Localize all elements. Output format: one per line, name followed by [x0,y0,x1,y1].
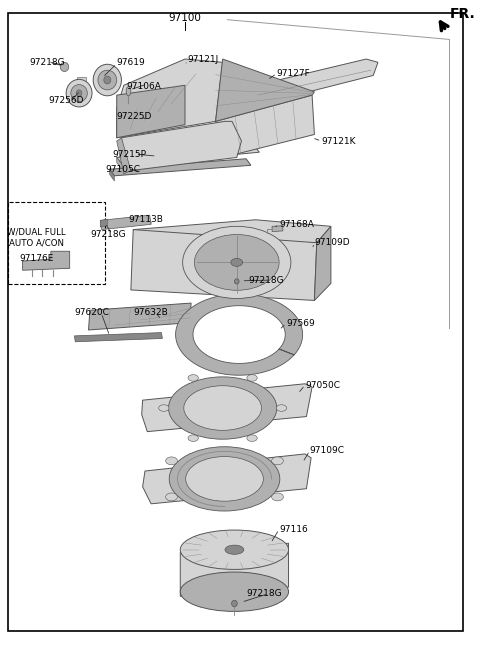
Text: 97168A: 97168A [279,220,314,229]
Polygon shape [117,157,123,171]
Ellipse shape [231,258,243,266]
Polygon shape [117,144,259,165]
Polygon shape [109,159,251,176]
Ellipse shape [169,447,280,511]
Ellipse shape [186,457,264,501]
Text: 97218G: 97218G [249,276,284,285]
Text: 97113B: 97113B [129,215,163,224]
Text: FR.: FR. [449,7,475,22]
Text: 97109D: 97109D [314,238,350,247]
Polygon shape [100,215,151,230]
Polygon shape [314,226,331,300]
Polygon shape [23,251,70,270]
Ellipse shape [272,457,283,465]
Polygon shape [88,303,191,330]
Polygon shape [176,294,302,375]
Polygon shape [272,226,283,232]
Ellipse shape [180,572,288,611]
Ellipse shape [180,530,288,569]
Text: 97121K: 97121K [322,136,356,146]
Ellipse shape [247,435,257,441]
Polygon shape [143,454,311,504]
Ellipse shape [184,386,262,430]
Ellipse shape [66,79,92,107]
Text: 97256D: 97256D [48,96,84,105]
Ellipse shape [93,64,121,96]
Ellipse shape [126,87,131,96]
Polygon shape [216,59,314,121]
Ellipse shape [76,90,82,96]
Text: 97176E: 97176E [20,254,54,263]
Ellipse shape [168,377,277,440]
Text: 97116: 97116 [279,525,308,534]
Text: 97127F: 97127F [277,69,311,78]
Polygon shape [180,543,288,596]
Polygon shape [117,138,131,174]
Text: 97121J: 97121J [187,54,218,64]
Polygon shape [121,121,241,171]
Ellipse shape [158,405,169,411]
Ellipse shape [104,76,111,84]
Ellipse shape [166,493,178,501]
Text: W/DUAL FULL
AUTO A/CON: W/DUAL FULL AUTO A/CON [7,227,66,248]
Ellipse shape [272,493,283,501]
Text: 97619: 97619 [117,58,145,67]
Ellipse shape [182,226,291,298]
Text: 97225D: 97225D [117,112,152,121]
Polygon shape [216,95,314,157]
Polygon shape [100,219,108,227]
Text: 97105C: 97105C [105,165,140,174]
Text: 97109C: 97109C [310,446,345,455]
Text: 97100: 97100 [168,13,202,24]
Ellipse shape [98,70,117,90]
Polygon shape [131,230,317,300]
Polygon shape [142,384,312,432]
Text: 97106A: 97106A [126,82,161,91]
Text: 97569: 97569 [286,319,315,328]
Text: 97218G: 97218G [30,58,65,67]
Ellipse shape [234,279,239,284]
Text: 97215P: 97215P [112,150,146,159]
Ellipse shape [247,375,257,381]
Polygon shape [133,220,331,243]
Ellipse shape [60,62,69,72]
Polygon shape [77,77,86,83]
Text: 97632B: 97632B [133,308,168,318]
Ellipse shape [225,545,244,554]
Ellipse shape [188,435,198,441]
Polygon shape [117,59,223,138]
Polygon shape [109,169,114,181]
Polygon shape [74,333,162,342]
Text: 97218G: 97218G [91,230,126,239]
Polygon shape [251,59,378,102]
Ellipse shape [71,85,87,102]
Text: 97620C: 97620C [74,308,109,318]
Ellipse shape [231,600,237,607]
Text: 97050C: 97050C [305,380,340,390]
Polygon shape [117,85,185,138]
Bar [9,202,105,284]
Ellipse shape [166,457,178,465]
Ellipse shape [188,375,198,381]
Ellipse shape [194,235,279,290]
Ellipse shape [276,405,287,411]
Text: 97218G: 97218G [246,589,282,598]
